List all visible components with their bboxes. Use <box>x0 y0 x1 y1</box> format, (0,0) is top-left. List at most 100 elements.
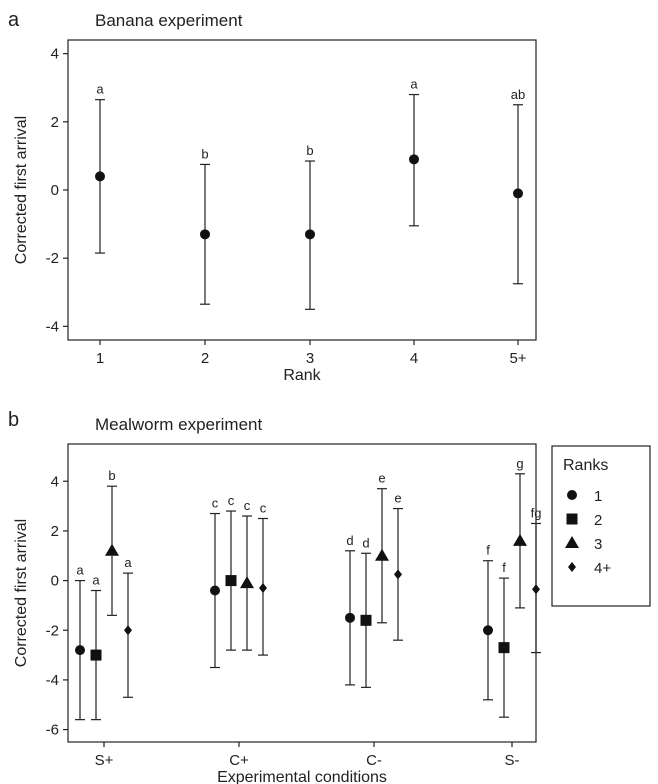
error-bar-point: b <box>305 143 315 310</box>
legend-item: 4+ <box>568 560 611 577</box>
data-point-diamond <box>124 625 132 636</box>
data-point-triangle <box>240 576 254 589</box>
data-point-diamond <box>394 569 402 580</box>
x-tick-label: C- <box>366 752 382 769</box>
error-bar-point: d <box>360 535 372 688</box>
x-tick-label: S+ <box>95 752 114 769</box>
data-point-triangle <box>513 533 527 546</box>
significance-label: e <box>394 491 401 506</box>
significance-label: a <box>92 573 100 588</box>
y-tick-label: -4 <box>46 672 59 689</box>
y-tick-label: 2 <box>51 523 59 540</box>
data-point-circle <box>200 229 210 240</box>
legend-marker-diamond <box>568 562 576 572</box>
data-point-circle <box>483 625 493 636</box>
y-tick-label: 4 <box>51 473 59 490</box>
x-tick-label: S- <box>505 752 520 769</box>
error-bar-point: b <box>105 468 119 616</box>
error-bar-point: ab <box>511 87 525 285</box>
panel-b-letter: b <box>8 409 19 431</box>
panel-a-x-axis-label: Rank <box>283 367 321 384</box>
error-bar-point: e <box>375 471 389 624</box>
data-point-circle <box>345 612 355 623</box>
error-bar-point: c <box>225 493 237 651</box>
legend-label: 3 <box>594 536 602 553</box>
panel-b-data-marks: a c d f a c d f b c e g a c e fg <box>75 456 542 721</box>
panel-a-y-axis-label: Corrected first arrival <box>13 116 30 264</box>
data-point-circle <box>210 585 220 596</box>
legend-marker-circle <box>567 490 577 500</box>
y-tick-label: -4 <box>46 318 59 335</box>
error-bar-point: c <box>258 501 268 656</box>
x-tick-label: 5+ <box>509 350 526 367</box>
y-tick-label: 2 <box>51 114 59 131</box>
panel-b-y-axis-label: Corrected first arrival <box>13 519 30 667</box>
data-point-circle <box>513 188 523 199</box>
significance-label: b <box>201 146 208 161</box>
y-tick-label: -2 <box>46 250 59 267</box>
data-point-triangle <box>375 548 389 561</box>
ranks-legend: Ranks 1 2 3 4+ <box>551 445 651 607</box>
significance-label: b <box>306 143 313 158</box>
data-point-square <box>360 614 372 626</box>
error-bar-point: a <box>409 77 419 227</box>
x-tick-label: 4 <box>410 350 418 367</box>
significance-label: c <box>244 498 251 513</box>
significance-label: b <box>108 468 115 483</box>
data-point-triangle <box>105 543 119 556</box>
panel-a-plot-frame <box>67 39 537 341</box>
error-bar-point: b <box>200 146 210 305</box>
significance-label: a <box>124 555 132 570</box>
significance-label: c <box>260 501 267 516</box>
significance-label: c <box>228 493 235 508</box>
data-point-square <box>498 642 510 654</box>
significance-label: g <box>516 456 523 471</box>
legend-label: 2 <box>594 512 602 529</box>
error-bar-point: a <box>90 573 102 721</box>
error-bar-point: fg <box>531 505 542 654</box>
significance-label: d <box>346 533 353 548</box>
legend-marker-square <box>566 513 578 525</box>
data-point-circle <box>95 171 105 182</box>
legend-item: 3 <box>565 536 602 553</box>
significance-label: fg <box>531 505 542 520</box>
significance-label: a <box>96 82 104 97</box>
data-point-square <box>225 575 237 587</box>
significance-label: e <box>378 471 385 486</box>
x-tick-label: 2 <box>201 350 209 367</box>
error-bar-point: d <box>345 533 355 686</box>
error-bar-point: a <box>95 82 105 254</box>
significance-label: ab <box>511 87 525 102</box>
legend-label: 1 <box>594 488 602 505</box>
panel-a-y-axis: -4 -2 0 2 4 <box>46 46 68 335</box>
x-tick-label: 3 <box>306 350 314 367</box>
legend-item: 1 <box>567 488 602 505</box>
panel-a-letter: a <box>8 9 20 31</box>
significance-label: f <box>486 543 490 558</box>
y-tick-label: 4 <box>51 46 59 63</box>
legend-items: 1 2 3 4+ <box>565 488 611 577</box>
panel-b-y-axis: -6 -4 -2 0 2 4 <box>46 473 68 739</box>
legend-marker-triangle <box>565 536 579 548</box>
legend-item: 2 <box>566 512 602 529</box>
data-point-circle <box>75 645 85 656</box>
legend-box <box>551 445 651 607</box>
error-bar-point: a <box>75 563 85 721</box>
panel-b-title: Mealworm experiment <box>95 415 262 434</box>
panel-a-title: Banana experiment <box>95 11 243 30</box>
significance-label: d <box>362 535 369 550</box>
significance-label: a <box>76 563 84 578</box>
panel-b-x-axis-label: Experimental conditions <box>217 769 387 784</box>
data-point-square <box>90 649 102 661</box>
significance-label: c <box>212 496 219 511</box>
data-point-diamond <box>532 584 540 595</box>
legend-label: 4+ <box>594 560 611 577</box>
error-bar-point: c <box>240 498 254 651</box>
y-tick-label: 0 <box>51 182 59 199</box>
error-bar-point: a <box>123 555 133 698</box>
y-tick-label: 0 <box>51 573 59 590</box>
data-point-diamond <box>259 583 267 594</box>
significance-label: f <box>502 560 506 575</box>
